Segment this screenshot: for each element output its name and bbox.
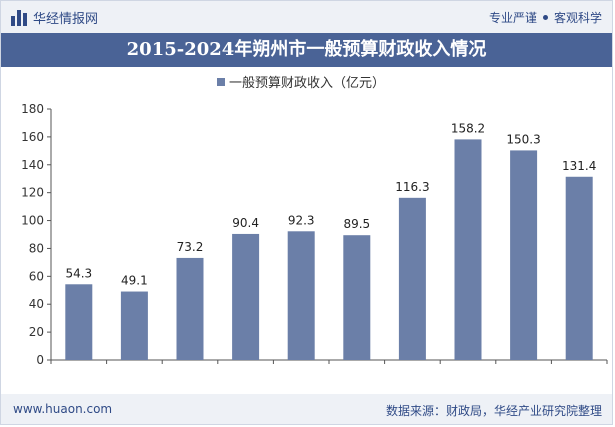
bar [287,231,315,360]
tagline-left: 专业严谨 [488,11,537,25]
data-label: 54.3 [65,266,92,280]
bars: 54.32015年49.1'1673.2'1790.4'1892.3'1989.… [65,121,596,360]
y-tick-label: 160 [21,130,44,144]
bar [510,150,538,360]
y-tick-label: 140 [21,158,44,172]
bar [565,176,593,360]
data-label: 92.3 [288,213,315,227]
brand-name: 华经情报网 [33,12,99,27]
data-label: 73.2 [177,240,204,254]
y-tick-label: 180 [21,102,44,116]
bar [398,197,426,360]
data-label: 131.4 [562,159,596,173]
bar [65,284,93,360]
data-label: 116.3 [395,180,429,194]
bar [343,235,371,360]
site-url: www.huaon.com [13,402,113,416]
y-tick-label: 80 [29,241,44,255]
legend-swatch [217,78,225,86]
data-label: 49.1 [121,274,148,288]
y-tick-label: 120 [21,186,44,200]
top-band: 华经情报网 专业严谨 客观科学 [1,1,612,33]
tagline: 专业严谨 客观科学 [489,9,602,26]
data-label: 150.3 [506,132,540,146]
bar [176,257,204,360]
y-tick-label: 40 [29,297,44,311]
chart-title: 2015-2024年朔州市一般预算财政收入情况 [126,39,487,60]
data-label: 90.4 [232,216,259,230]
bottom-band: www.huaon.com 数据来源：财政局，华经产业研究院整理 [1,394,612,424]
y-tick-label: 100 [21,214,44,228]
data-label: 89.5 [343,217,370,231]
bullet-icon [542,15,548,20]
bar [454,139,482,360]
tagline-right: 客观科学 [553,11,602,25]
brand: 华经情报网 [11,8,98,27]
legend: 一般预算财政收入（亿元） [217,75,385,91]
bar [232,233,260,360]
brand-logo-icon [11,9,27,26]
y-tick-label: 20 [29,325,44,339]
y-tick-label: 0 [36,353,44,367]
bar-chart: 一般预算财政收入（亿元） 0 20 40 60 80 100 120 140 160 180 54… [21,75,608,367]
data-source: 数据来源：财政局，华经产业研究院整理 [385,404,602,418]
data-label: 158.2 [451,121,485,135]
title-band: 2015-2024年朔州市一般预算财政收入情况 [1,33,612,67]
axes: 0 20 40 60 80 100 120 140 160 180 [21,102,608,367]
y-tick-label: 60 [29,269,44,283]
legend-label: 一般预算财政收入（亿元） [229,75,385,91]
bar [120,291,148,360]
